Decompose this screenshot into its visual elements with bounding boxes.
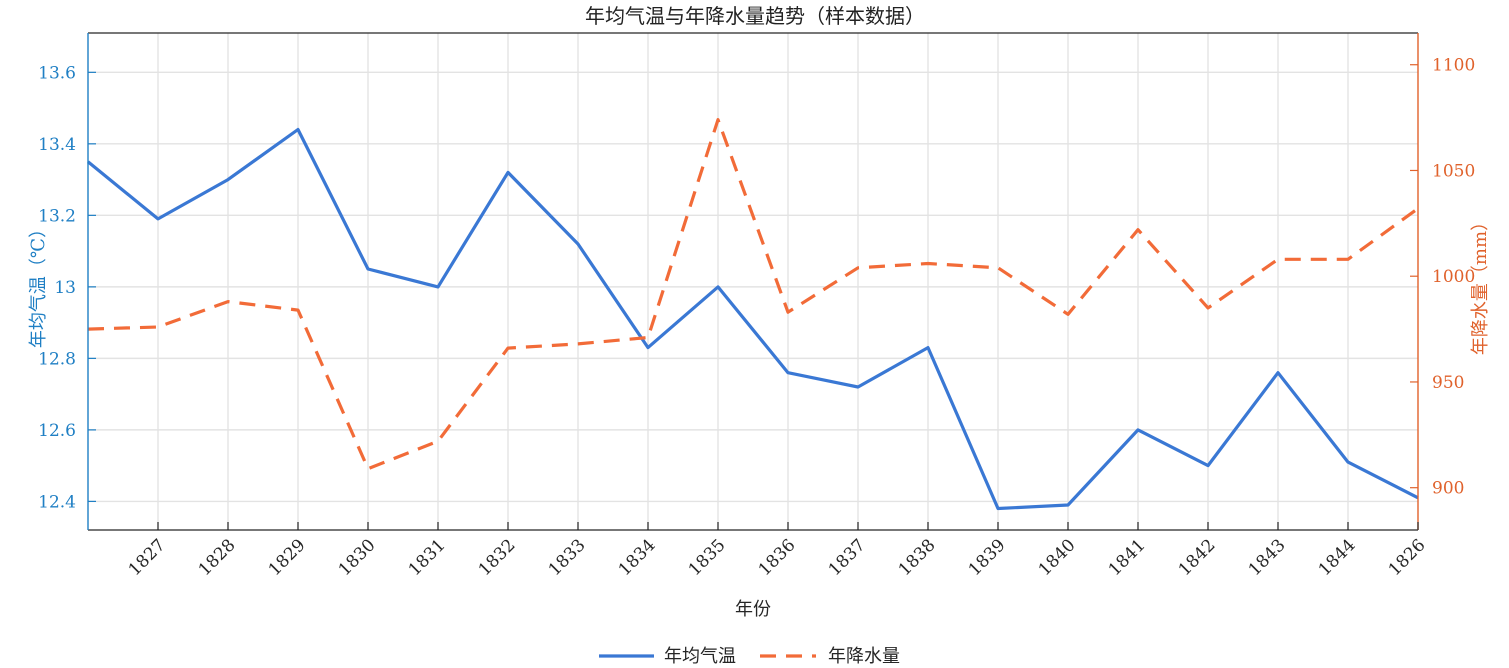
legend: 年均气温 年降水量 [599,646,900,667]
x-tick-label: 1840 [1035,535,1080,580]
x-tick-label: 1841 [1105,535,1150,580]
right-tick-label: 1050 [1432,161,1475,181]
x-tick-label: 1829 [265,535,310,580]
left-tick-label: 13.4 [38,135,76,155]
left-tick-label: 13 [54,278,76,298]
grid [88,33,1418,530]
legend-label-年降水量: 年降水量 [828,646,900,667]
x-tick-label: 1844 [1315,535,1360,580]
series-line-年降水量 [87,118,1419,471]
left-tick-label: 12.8 [38,349,76,369]
left-tick-label: 13.2 [38,206,76,226]
left-tick-label: 13.6 [38,63,76,83]
x-tick-label: 1833 [545,535,590,580]
x-axis-label: 年份 [735,599,771,620]
right-tick-label: 1100 [1432,56,1475,76]
chart-title: 年均气温与年降水量趋势（样本数据） [585,4,925,28]
x-tick-label: 1843 [1245,535,1290,580]
right-axis: 900 950 1000 1050 1100 [1410,33,1475,530]
legend-label-年均气温: 年均气温 [664,646,736,667]
left-tick-label: 12.4 [38,492,76,512]
x-tick-label: 1828 [195,535,240,580]
left-axis: 12.4 12.6 12.8 13 13.2 13.4 13.6 [38,33,96,530]
right-tick-label: 950 [1432,373,1464,393]
x-tick-label: 1827 [125,535,170,580]
x-tick-label: 1838 [895,535,940,580]
right-tick-label: 900 [1432,479,1464,499]
x-tick-label: 1836 [755,535,800,580]
x-tick-label: 1831 [405,535,450,580]
x-tick-label: 1832 [475,535,520,580]
series-line-年均气温 [86,127,1419,511]
right-axis-label: 年降水量（mm） [1470,213,1491,355]
x-tick-label: 1830 [335,535,380,580]
plot-frame [88,32,1418,531]
x-tick-label: 1834 [615,535,660,580]
series-layer [86,118,1419,511]
left-tick-label: 12.6 [38,421,76,441]
x-tick-label: 1826 [1385,535,1430,580]
x-axis: 1827 1828 1829 1830 1831 1832 1833 1834 1835 1836… [125,522,1430,580]
x-tick-label: 1837 [825,535,870,580]
x-tick-label: 1839 [965,535,1010,580]
left-axis-label: 年均气温（℃） [28,220,49,348]
x-tick-label: 1842 [1175,535,1220,580]
x-tick-label: 1835 [685,535,730,580]
right-tick-label: 1000 [1432,267,1475,287]
